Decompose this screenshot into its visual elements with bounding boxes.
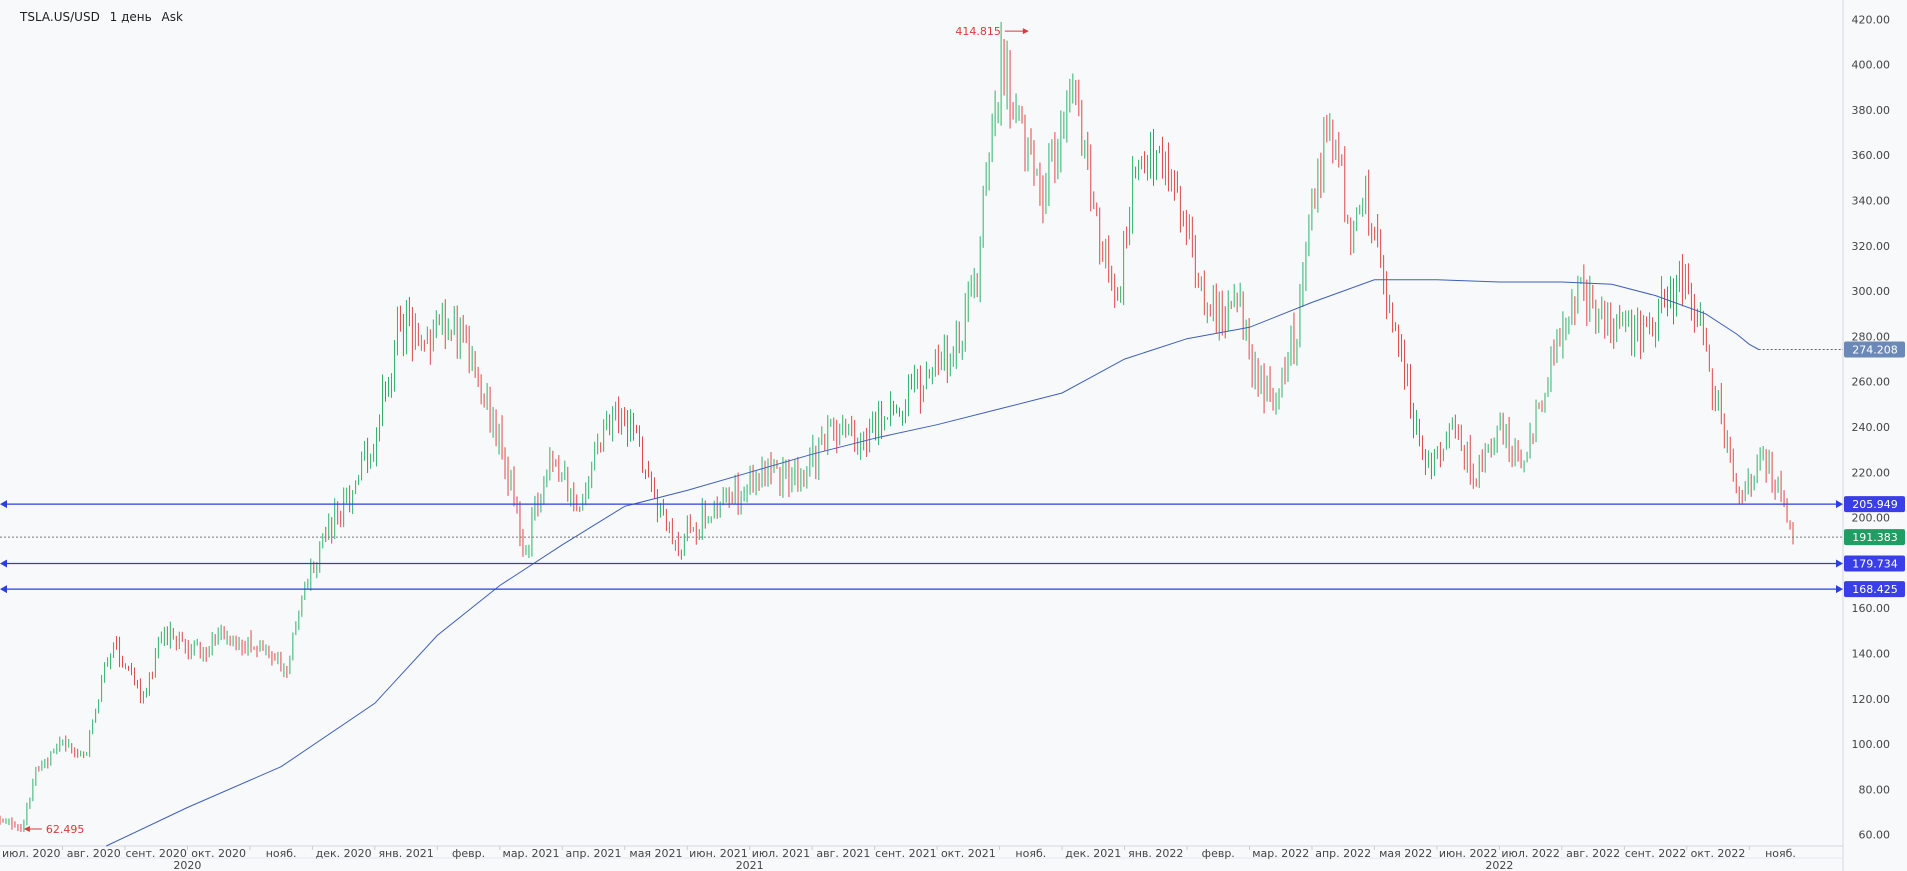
x-tick-label: авг. 2022 xyxy=(1566,847,1620,860)
y-tick-label: 380.00 xyxy=(1852,104,1891,117)
year-label: 2021 xyxy=(736,859,764,871)
x-tick-label: июн. 2022 xyxy=(1439,847,1498,860)
level-arrow-right-icon xyxy=(1836,500,1843,509)
y-tick-label: 340.00 xyxy=(1852,195,1891,208)
low-label: 62.495 xyxy=(46,823,85,836)
y-tick-label: 400.00 xyxy=(1852,59,1891,72)
level-badge-bg xyxy=(1844,581,1905,598)
current-price-badge-bg xyxy=(1844,529,1905,546)
level-arrow-left-icon xyxy=(0,559,7,568)
x-tick-label: сент. 2022 xyxy=(1625,847,1686,860)
x-tick-label: нояб. xyxy=(1015,847,1046,860)
x-tick-label: февр. xyxy=(1202,847,1235,860)
level-badge: 179.734 xyxy=(1852,557,1898,570)
interval-label: 1 день xyxy=(109,10,152,24)
x-tick-label: нояб. xyxy=(266,847,297,860)
level-arrow-left-icon xyxy=(0,585,7,594)
x-tick-label: авг. 2021 xyxy=(816,847,870,860)
x-tick-label: дек. 2021 xyxy=(1065,847,1121,860)
y-tick-label: 200.00 xyxy=(1852,512,1891,525)
y-tick-label: 80.00 xyxy=(1859,783,1891,796)
level-badge-bg xyxy=(1844,496,1905,513)
x-tick-label: мая 2021 xyxy=(629,847,682,860)
candles xyxy=(0,21,1794,833)
high-arrow-icon xyxy=(1022,28,1029,35)
y-tick-label: 220.00 xyxy=(1852,466,1891,479)
x-tick-label: янв. 2022 xyxy=(1128,847,1183,860)
x-tick-label: июн. 2021 xyxy=(689,847,748,860)
x-tick-label: дек. 2020 xyxy=(316,847,372,860)
x-tick-label: июл. 2020 xyxy=(2,847,60,860)
y-tick-label: 100.00 xyxy=(1852,738,1891,751)
level-badge: 168.425 xyxy=(1852,583,1898,596)
x-tick-label: янв. 2021 xyxy=(378,847,433,860)
x-tick-label: апр. 2021 xyxy=(566,847,622,860)
x-tick-label: авг. 2020 xyxy=(67,847,121,860)
x-tick-label: нояб. xyxy=(1765,847,1796,860)
y-tick-label: 420.00 xyxy=(1852,13,1891,26)
x-tick-label: июл. 2022 xyxy=(1501,847,1559,860)
low-arrow-icon xyxy=(23,826,30,833)
x-tick-label: мар. 2021 xyxy=(503,847,560,860)
level-badge: 205.949 xyxy=(1852,498,1898,511)
x-tick-label: сент. 2020 xyxy=(125,847,186,860)
symbol-label: TSLA.US/USD xyxy=(20,10,100,24)
y-tick-label: 360.00 xyxy=(1852,149,1891,162)
x-tick-label: мая 2022 xyxy=(1379,847,1432,860)
x-tick-label: окт. 2021 xyxy=(941,847,996,860)
x-tick-label: апр. 2022 xyxy=(1315,847,1371,860)
moving-average-line xyxy=(105,279,1759,847)
level-arrow-left-icon xyxy=(0,500,7,509)
level-arrow-right-icon xyxy=(1836,585,1843,594)
high-label: 414.815 xyxy=(955,25,1001,38)
level-badge-bg xyxy=(1844,555,1905,572)
x-tick-label: июл. 2021 xyxy=(752,847,810,860)
current-price-badge: 191.383 xyxy=(1852,531,1898,544)
x-tick-label: февр. xyxy=(452,847,485,860)
ma-value-badge-bg xyxy=(1844,341,1905,358)
chart-title: TSLA.US/USD 1 день Ask xyxy=(20,10,189,24)
price-type-label: Ask xyxy=(161,10,183,24)
y-tick-label: 140.00 xyxy=(1852,647,1891,660)
y-tick-label: 280.00 xyxy=(1852,330,1891,343)
year-label: 2020 xyxy=(173,859,201,871)
y-tick-label: 160.00 xyxy=(1852,602,1891,615)
x-tick-label: мар. 2022 xyxy=(1252,847,1309,860)
y-tick-label: 320.00 xyxy=(1852,240,1891,253)
level-arrow-right-icon xyxy=(1836,559,1843,568)
y-tick-label: 240.00 xyxy=(1852,421,1891,434)
x-tick-label: окт. 2022 xyxy=(1691,847,1746,860)
year-label: 2022 xyxy=(1485,859,1513,871)
y-tick-label: 120.00 xyxy=(1852,693,1891,706)
y-tick-label: 60.00 xyxy=(1859,829,1891,842)
ma-value-badge: 274.208 xyxy=(1852,344,1898,357)
y-tick-label: 260.00 xyxy=(1852,376,1891,389)
x-tick-label: окт. 2020 xyxy=(191,847,246,860)
y-tick-label: 300.00 xyxy=(1852,285,1891,298)
x-tick-label: сент. 2021 xyxy=(875,847,936,860)
